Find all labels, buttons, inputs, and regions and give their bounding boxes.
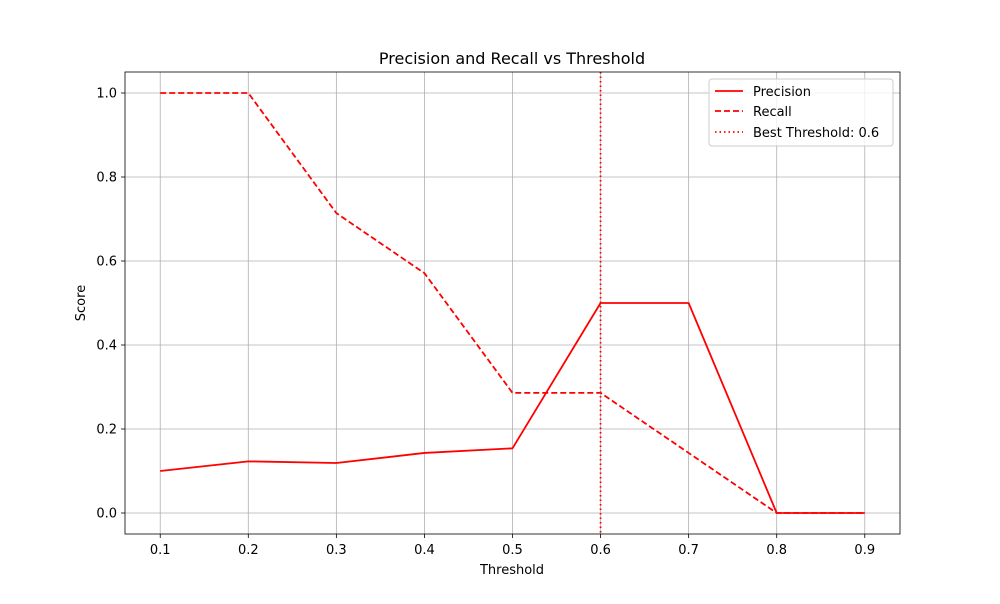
x-tick-label: 0.3 bbox=[326, 543, 347, 558]
y-tick-label: 1.0 bbox=[96, 87, 117, 102]
recall-line bbox=[160, 92, 865, 514]
x-tick-label: 0.2 bbox=[238, 543, 259, 558]
legend-box bbox=[708, 78, 894, 147]
y-tick-label: 0.4 bbox=[96, 339, 117, 354]
legend-recall-label: Recall bbox=[753, 105, 792, 120]
precision-line bbox=[160, 302, 865, 514]
x-tick-label: 0.5 bbox=[502, 543, 523, 558]
y-axis-ticks: 0.0 0.2 0.4 0.6 0.8 1.0 bbox=[96, 87, 125, 522]
x-tick-label: 0.4 bbox=[414, 543, 435, 558]
x-tick-label: 0.1 bbox=[150, 543, 171, 558]
x-axis-label: Threshold bbox=[479, 563, 544, 578]
x-tick-label: 0.8 bbox=[766, 543, 787, 558]
x-tick-label: 0.7 bbox=[678, 543, 699, 558]
x-tick-label: 0.6 bbox=[590, 543, 611, 558]
chart-title: Precision and Recall vs Threshold bbox=[379, 49, 645, 68]
y-tick-label: 0.8 bbox=[96, 171, 117, 186]
series-lines bbox=[160, 92, 865, 514]
legend: Precision Recall Best Threshold: 0.6 bbox=[708, 78, 894, 147]
x-axis-ticks: 0.1 0.2 0.3 0.4 0.5 0.6 0.7 0.8 0.9 bbox=[150, 534, 875, 558]
y-tick-label: 0.6 bbox=[96, 255, 117, 270]
legend-threshold-label: Best Threshold: 0.6 bbox=[753, 126, 879, 141]
y-axis-label: Score bbox=[74, 285, 89, 321]
y-tick-label: 0.0 bbox=[96, 507, 117, 522]
x-tick-label: 0.9 bbox=[854, 543, 875, 558]
legend-precision-label: Precision bbox=[753, 85, 811, 100]
y-tick-label: 0.2 bbox=[96, 423, 117, 438]
